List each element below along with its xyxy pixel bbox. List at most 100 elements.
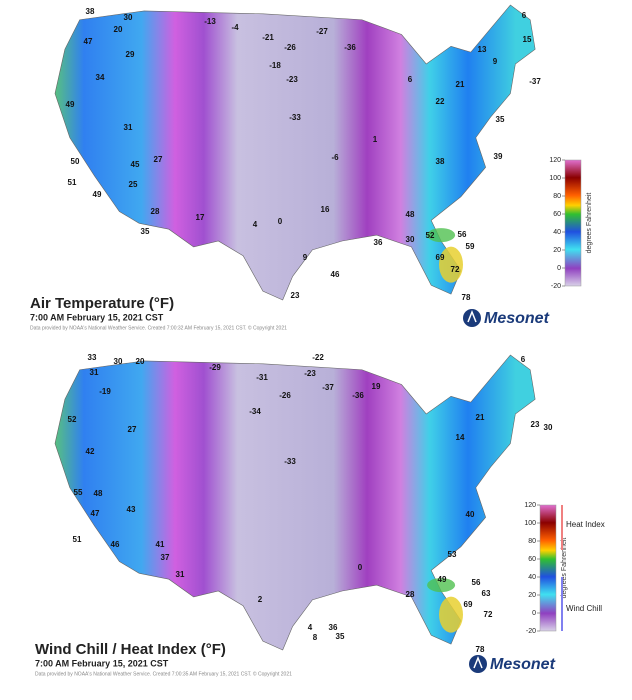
station-reading: 30 [114,357,123,366]
station-reading: -22 [312,353,324,362]
station-reading: 6 [408,75,413,84]
station-reading: 31 [90,368,99,377]
station-reading: 6 [521,355,526,364]
florida-warm [439,596,463,633]
heat-index-label: Heat Index [566,520,605,529]
station-reading: 27 [154,155,163,164]
station-reading: 38 [86,7,95,16]
station-reading: 28 [406,590,415,599]
station-reading: 78 [476,645,485,654]
station-reading: 29 [126,50,135,59]
station-reading: 49 [438,575,447,584]
station-reading: 52 [68,415,77,424]
station-reading: -21 [262,33,274,42]
station-reading: 8 [313,633,318,642]
colorbar-title: degrees Fahrenheit [561,538,568,599]
station-reading: 37 [161,553,170,562]
florida-warm [439,246,463,283]
station-reading: -19 [99,387,111,396]
colorbar-tick-label: 0 [557,265,561,272]
station-reading: 72 [451,265,460,274]
station-reading: 1 [373,135,378,144]
station-reading: -31 [256,373,268,382]
map-title: Wind Chill / Heat Index (°F) [35,641,226,658]
gulf-green [427,578,456,593]
station-reading: 34 [96,73,105,82]
colorbar-tick-label: 100 [524,520,536,527]
station-reading: 43 [127,505,136,514]
station-reading: 6 [522,11,527,20]
station-reading: 28 [151,207,160,216]
station-reading: 46 [111,540,120,549]
station-reading: 46 [331,270,340,279]
station-reading: 4 [253,220,258,229]
station-reading: 38 [436,157,445,166]
colorbar-tick-label: 40 [553,229,561,236]
station-reading: -4 [231,23,239,32]
station-reading: 31 [124,123,133,132]
logo-icon [463,309,481,327]
station-reading: 50 [71,157,80,166]
station-reading: 19 [372,382,381,391]
map-title: Air Temperature (°F) [30,295,174,312]
logo-text: Mesonet [490,656,556,673]
station-reading: 30 [406,235,415,244]
map-credit: Data provided by NOAA's National Weather… [35,670,292,677]
station-reading: 51 [68,178,77,187]
station-reading: 16 [321,205,330,214]
station-reading: 56 [472,578,481,587]
station-reading: 4 [308,623,313,632]
station-reading: 49 [66,100,75,109]
colorbar-tick-label: 0 [532,610,536,617]
colorbar [564,159,582,287]
colorbar-tick-label: 60 [528,556,536,563]
map-time: 7:00 AM February 15, 2021 CST [30,312,164,322]
station-reading: 23 [531,420,540,429]
station-reading: 2 [258,595,263,604]
station-reading: 47 [84,37,93,46]
station-reading: 36 [329,623,338,632]
station-reading: 36 [374,238,383,247]
map-credit: Data provided by NOAA's National Weather… [30,324,287,331]
colorbar-tick-label: 20 [528,592,536,599]
station-reading: 47 [91,509,100,518]
station-reading: -26 [284,43,296,52]
station-reading: 49 [93,190,102,199]
station-reading: 69 [436,253,445,262]
station-reading: -36 [344,43,356,52]
station-reading: 41 [156,540,165,549]
station-reading: 9 [493,57,498,66]
station-reading: 35 [336,632,345,641]
station-reading: 56 [458,230,467,239]
map-time: 7:00 AM February 15, 2021 CST [35,658,169,668]
station-reading: 21 [476,413,485,422]
station-reading: -33 [289,113,301,122]
station-reading: 42 [86,447,95,456]
station-reading: 52 [426,231,435,240]
station-reading: 69 [464,600,473,609]
station-reading: 9 [303,253,308,262]
logo-icon [469,655,487,673]
station-reading: 13 [478,45,487,54]
station-reading: -23 [286,75,298,84]
station-reading: 30 [124,13,133,22]
station-reading: 0 [278,217,283,226]
colorbar-tick-label: 80 [553,193,561,200]
logo-glyph [467,309,477,323]
station-reading: 48 [406,210,415,219]
station-reading: 78 [462,293,471,302]
station-reading: 0 [358,563,363,572]
station-reading: 35 [496,115,505,124]
colorbar-tick-label: 100 [549,175,561,182]
station-reading: -37 [529,77,541,86]
station-reading: 25 [129,180,138,189]
station-reading: 20 [136,357,145,366]
station-reading: 45 [131,160,140,169]
station-reading: 20 [114,25,123,34]
station-reading: 14 [456,433,465,442]
colorbar-tick-label: 40 [528,574,536,581]
map-panel: 33 30 20-29-31 -23-22 631-19 -26-37 19-3652422… [35,353,605,677]
station-reading: 21 [456,80,465,89]
station-reading: -34 [249,407,261,416]
